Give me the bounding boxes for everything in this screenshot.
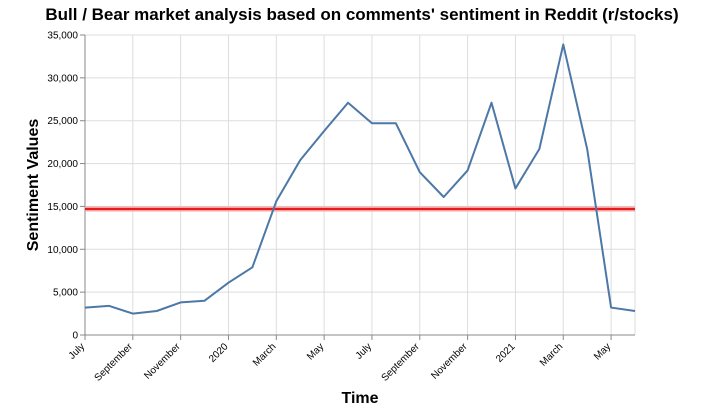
- chart-title: Bull / Bear market analysis based on com…: [45, 5, 678, 24]
- x-tick-label: November: [142, 341, 183, 382]
- y-tick-label: 10,000: [47, 245, 78, 256]
- y-tick-label: 25,000: [47, 116, 78, 127]
- x-tick-label: May: [592, 341, 613, 362]
- x-tick-label: July: [354, 341, 374, 361]
- x-tick-label: March: [251, 341, 278, 368]
- x-tick-label: May: [305, 341, 326, 362]
- series-line: [84, 43, 636, 315]
- x-axis-title: Time: [341, 390, 378, 407]
- y-tick-label: 20,000: [47, 159, 78, 170]
- x-tick-label: March: [538, 341, 565, 368]
- y-tick-label: 15,000: [47, 202, 78, 213]
- y-tick-label: 35,000: [47, 31, 78, 42]
- y-axis-title: Sentiment Values: [25, 119, 42, 252]
- x-tick-label: November: [429, 341, 470, 382]
- x-tick-label: September: [93, 341, 136, 384]
- x-tick-label: 2020: [207, 341, 231, 365]
- gridlines: [84, 34, 636, 336]
- y-tick-label: 30,000: [47, 73, 78, 84]
- y-tick-label: 5,000: [53, 288, 78, 299]
- x-tick-label: September: [380, 341, 423, 384]
- y-tick-label: 0: [72, 331, 78, 342]
- x-tick-label: 2021: [494, 341, 518, 365]
- series-group: [84, 43, 636, 315]
- x-tick-label: July: [67, 341, 87, 361]
